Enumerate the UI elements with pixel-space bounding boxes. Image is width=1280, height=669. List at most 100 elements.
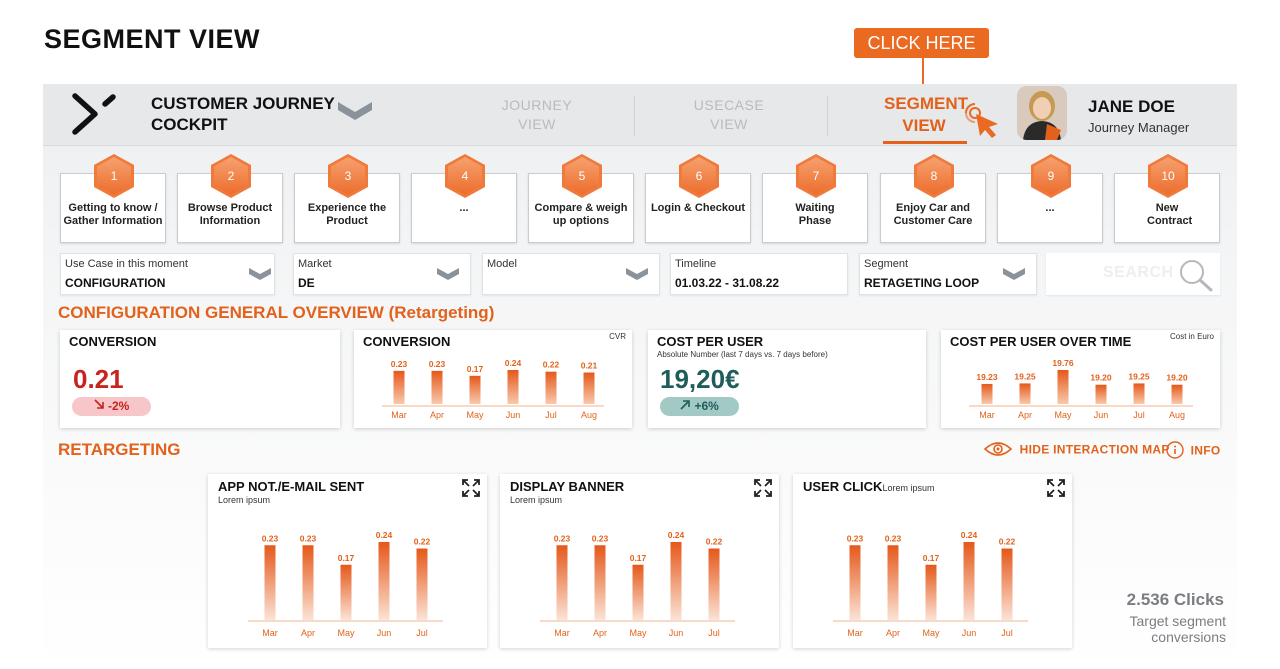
kpi-title: CONVERSION (363, 334, 451, 349)
chart-tick-label: Apr (1018, 410, 1032, 420)
nav-usecase-line2: VIEW (710, 116, 748, 132)
journey-step-4[interactable]: 4 ... (411, 154, 517, 243)
step-number: 3 (331, 157, 365, 195)
chart-bar (1057, 370, 1069, 404)
card-app-notification: APP NOT./E-MAIL SENT Lorem ipsum 0.23 Mar… (208, 474, 487, 648)
filter-model[interactable]: Model (482, 253, 660, 295)
chart-data-label: 0.24 (668, 530, 685, 540)
filter-market[interactable]: Market DE (293, 253, 471, 295)
step-number-badge: 7 (796, 154, 836, 198)
chart-tick-label: Jul (708, 628, 720, 638)
journey-step-5[interactable]: 5 Compare & weigh up options (528, 154, 634, 243)
card-subtitle: Lorem ipsum (510, 495, 563, 505)
clicks-total: 2.536 Clicks (1126, 590, 1224, 609)
filter-segment[interactable]: Segment RETAGETING LOOP (859, 253, 1037, 295)
chart-bar (594, 545, 606, 620)
kpi-subtitle: Absolute Number (last 7 days vs. 7 days … (657, 350, 828, 359)
chart-data-label: 0.22 (543, 360, 560, 370)
journey-step-2[interactable]: 2 Browse Product Information (177, 154, 283, 243)
chart-tick-label: Jun (962, 628, 977, 638)
delta-value: +6% (694, 399, 719, 413)
chart-tick-label: Mar (554, 628, 570, 638)
chart-tick-label: Jul (1133, 410, 1145, 420)
app-menu-chevron-down-icon[interactable] (338, 100, 372, 125)
kpi-value: 19,20€ (660, 364, 740, 394)
journey-step-8[interactable]: 8 Enjoy Car and Customer Care (880, 154, 986, 243)
kpi-title: CONVERSION (69, 334, 157, 349)
user-click-bar-chart: 0.23 Mar 0.23 Apr 0.17 May 0.24 Jun 0.22 Jul (833, 530, 1028, 638)
chart-tick-label: Jun (1094, 410, 1109, 420)
user-role: Journey Manager (1088, 120, 1190, 135)
kpi-note: CVR (609, 332, 626, 341)
nav-journey-view[interactable]: JOURNEY VIEW (497, 96, 577, 134)
chart-bar (545, 371, 557, 404)
filter-label: Segment (864, 258, 909, 270)
info-label: INFO (1190, 443, 1221, 458)
conversion-bar-chart: 0.23 Mar 0.23 Apr 0.17 May 0.24 Jun 0.22 Jul 0.21 A… (382, 358, 604, 420)
chart-data-label: 0.22 (706, 537, 723, 547)
expand-icon[interactable] (753, 478, 773, 503)
hide-interaction-map-button[interactable]: HIDE INTERACTION MAP (983, 441, 1170, 460)
expand-icon[interactable] (1046, 478, 1066, 503)
delta-value: -2% (108, 399, 130, 413)
user-name: JANE DOE (1088, 97, 1175, 116)
step-number-badge: 5 (562, 154, 602, 198)
chart-tick-label: May (629, 628, 647, 638)
journey-step-6[interactable]: 6 Login & Checkout (645, 154, 751, 243)
filter-value: 01.03.22 - 31.08.22 (675, 276, 780, 290)
search-icon[interactable] (1178, 258, 1214, 297)
card-display-banner: DISPLAY BANNER Lorem ipsum 0.23 Mar 0.23 Ap… (500, 474, 779, 648)
filter-label: Use Case in this moment (65, 258, 188, 270)
chart-bar (708, 548, 720, 620)
chart-tick-label: May (1054, 410, 1072, 420)
kpi-title: COST PER USER OVER TIME (950, 334, 1132, 349)
chevron-down-icon[interactable] (249, 267, 271, 285)
info-button[interactable]: INFO (1166, 441, 1221, 462)
chart-bar (925, 564, 937, 620)
step-number: 9 (1034, 157, 1068, 195)
user-avatar[interactable] (1017, 86, 1067, 140)
chart-data-label: 0.24 (376, 530, 393, 540)
filter-value: RETAGETING LOOP (864, 276, 980, 290)
journey-step-1[interactable]: 1 Getting to know / Gather Information (60, 154, 166, 243)
step-number: 2 (214, 157, 248, 195)
kpi-conversion: CONVERSION 0.21 -2% (60, 330, 340, 428)
hide-map-label: HIDE INTERACTION MAP (1019, 442, 1170, 457)
filter-label: Timeline (675, 258, 717, 270)
journey-step-10[interactable]: 10 New Contract (1114, 154, 1220, 243)
expand-icon[interactable] (461, 478, 481, 503)
chevron-down-icon[interactable] (1003, 267, 1025, 285)
journey-step-3[interactable]: 3 Experience the Product (294, 154, 400, 243)
filter-timeline[interactable]: Timeline 01.03.22 - 31.08.22 (670, 253, 848, 295)
journey-step-7[interactable]: 7 Waiting Phase (762, 154, 868, 243)
chart-tick-label: May (337, 628, 355, 638)
app-logo-icon[interactable] (72, 93, 118, 140)
chart-bar (632, 564, 644, 620)
trend-down-arrow-icon (94, 397, 105, 416)
search-input[interactable]: SEARCH (1046, 253, 1220, 295)
chart-tick-label: Mar (391, 410, 407, 420)
chart-bar (981, 383, 993, 404)
card-subtitle: Lorem ipsum (218, 495, 271, 505)
kpi-title: COST PER USER (657, 334, 764, 349)
chart-data-label: 0.23 (429, 359, 446, 369)
chart-tick-label: Mar (979, 410, 995, 420)
step-number-badge: 8 (914, 154, 954, 198)
nav-journey-line1: JOURNEY (501, 97, 573, 113)
chevron-down-icon[interactable] (437, 267, 459, 285)
nav-usecase-view[interactable]: USECASE VIEW (689, 96, 769, 134)
chart-data-label: 0.22 (999, 537, 1016, 547)
chart-data-label: 0.23 (592, 533, 609, 543)
click-here-callout: CLICK HERE (854, 28, 989, 58)
delta-badge: +6% (660, 397, 739, 416)
journey-step-9[interactable]: 9 ... (997, 154, 1103, 243)
clicks-caption-line2: conversions (1151, 629, 1226, 645)
retargeting-section-title: RETARGETING (58, 440, 181, 459)
chart-data-label: 0.23 (391, 359, 408, 369)
filter-use-case[interactable]: Use Case in this moment CONFIGURATION (60, 253, 275, 295)
chevron-down-icon[interactable] (626, 267, 648, 285)
app-title: CUSTOMER JOURNEY COCKPIT (151, 93, 335, 135)
nav-segment-view[interactable]: SEGMENT VIEW (884, 93, 968, 137)
trend-up-arrow-icon (680, 397, 691, 416)
card-subtitle: Lorem ipsum (882, 483, 935, 493)
